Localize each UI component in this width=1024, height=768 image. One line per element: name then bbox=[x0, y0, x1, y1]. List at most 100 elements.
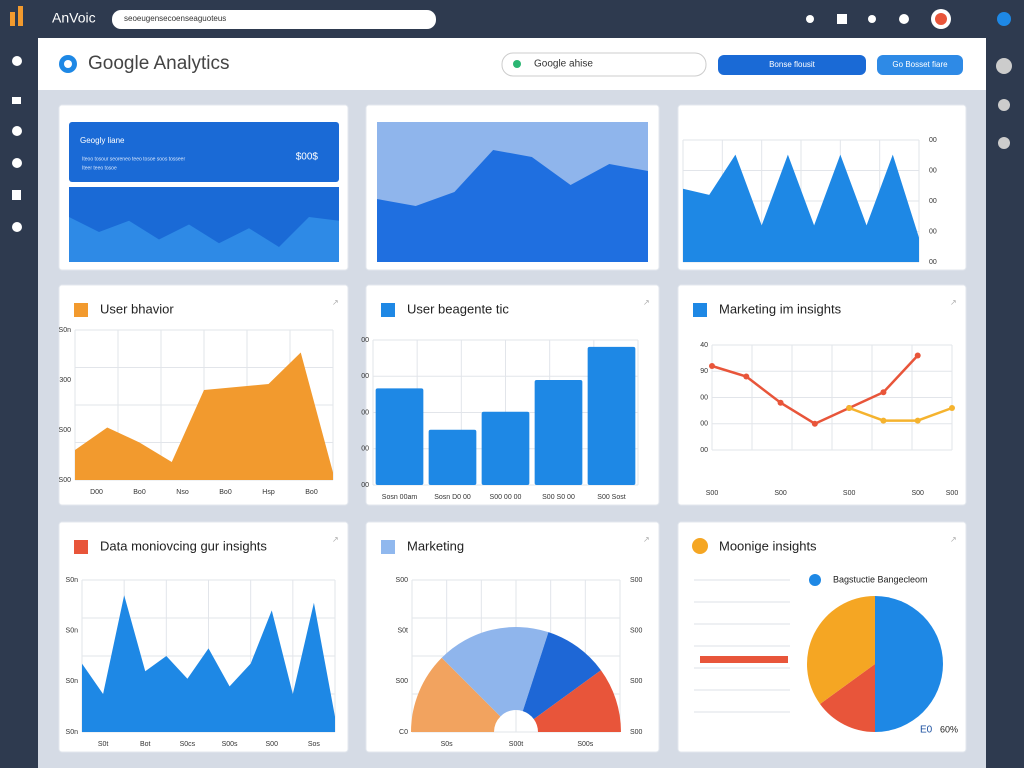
y-tick-label: 90 bbox=[700, 368, 708, 375]
x-tick-label: Nso bbox=[176, 489, 189, 496]
y-tick-label: 00 bbox=[700, 421, 708, 428]
y-tick-label: 00 bbox=[700, 394, 708, 401]
icon[interactable] bbox=[12, 190, 21, 200]
kpi-title: Geogly liane bbox=[80, 136, 125, 145]
icon[interactable] bbox=[998, 99, 1010, 111]
y-tick-label: S00 bbox=[630, 678, 643, 685]
expand-icon: ↗ bbox=[332, 535, 339, 544]
avatar bbox=[935, 13, 947, 25]
area bbox=[69, 217, 339, 262]
kpi-note: Iteer teeo tosoe bbox=[82, 165, 117, 171]
bar bbox=[481, 411, 530, 485]
expand-icon: ↗ bbox=[643, 298, 650, 307]
x-tick-label: S00t bbox=[509, 741, 523, 748]
y-tick-label: 00 bbox=[361, 409, 369, 416]
bar bbox=[428, 429, 477, 485]
icon[interactable] bbox=[868, 15, 876, 23]
y-tick-label: S0n bbox=[66, 628, 79, 635]
y-tick-label: 00 bbox=[929, 167, 937, 174]
icon[interactable] bbox=[12, 97, 21, 104]
x-tick-label: S0s bbox=[441, 741, 454, 748]
icon[interactable] bbox=[837, 14, 847, 24]
x-tick-label: Sosn D0 00 bbox=[434, 494, 471, 501]
header-title: Google Analytics bbox=[88, 53, 230, 74]
x-tick-label: S00 bbox=[706, 490, 719, 497]
kpi-box bbox=[69, 122, 339, 182]
logo bbox=[18, 6, 23, 26]
legend-dot bbox=[809, 574, 821, 586]
x-tick-label: Bot bbox=[140, 741, 151, 748]
point bbox=[709, 363, 715, 369]
point bbox=[914, 352, 921, 359]
icon[interactable] bbox=[996, 58, 1012, 74]
area bbox=[683, 154, 919, 262]
left-sidebar bbox=[0, 0, 38, 768]
title-icon bbox=[74, 540, 88, 554]
expand-icon: ↗ bbox=[643, 535, 650, 544]
icon[interactable] bbox=[12, 158, 22, 168]
donut-segment bbox=[411, 657, 501, 732]
title-icon bbox=[692, 538, 708, 554]
title-icon bbox=[693, 303, 707, 317]
pie-slice bbox=[806, 596, 875, 704]
y-tick-label: S00 bbox=[59, 477, 72, 484]
card-title: User beagente tic bbox=[407, 301, 509, 316]
kpi-value: $00$ bbox=[296, 152, 319, 163]
point bbox=[743, 373, 750, 380]
y-tick-label: 00 bbox=[700, 447, 708, 454]
card-title: Moonige insights bbox=[719, 538, 817, 553]
y-tick-label: 00 bbox=[929, 259, 937, 266]
x-tick-label: Bo0 bbox=[305, 489, 318, 496]
x-tick-label: S00s bbox=[577, 741, 593, 748]
x-tick-label: S0t bbox=[98, 741, 109, 748]
y-tick-label: 00 bbox=[361, 373, 369, 380]
pie-slice bbox=[819, 664, 875, 732]
point bbox=[880, 417, 887, 424]
card bbox=[677, 284, 967, 506]
right-sidebar bbox=[986, 0, 1024, 768]
card-title: User bhavior bbox=[100, 301, 174, 316]
y-tick-label: S00 bbox=[630, 729, 643, 736]
point bbox=[846, 405, 853, 411]
icon[interactable] bbox=[899, 14, 909, 24]
x-tick-label: S00 00 00 bbox=[490, 494, 522, 501]
icon[interactable] bbox=[997, 12, 1011, 26]
side-icons[interactable] bbox=[12, 12, 1012, 232]
point bbox=[880, 389, 887, 396]
icon[interactable] bbox=[806, 15, 814, 23]
x-tick-label: S0cs bbox=[180, 741, 196, 748]
icon[interactable] bbox=[12, 222, 22, 232]
kpi-note: Iteoo tosour seoreneo teeo tosoe soos to… bbox=[82, 156, 185, 162]
button-text: Bonse flousit bbox=[769, 60, 816, 69]
expand-icon: ↗ bbox=[950, 535, 957, 544]
area bbox=[377, 150, 648, 262]
x-tick-label: S00 bbox=[911, 490, 924, 497]
y-tick-label: 300 bbox=[59, 377, 71, 384]
button[interactable] bbox=[718, 55, 866, 75]
x-tick-label: Sos bbox=[308, 741, 321, 748]
donut-segment bbox=[441, 627, 549, 717]
search-box[interactable] bbox=[112, 10, 436, 29]
x-tick-label: S00 S0 00 bbox=[542, 494, 575, 501]
icon[interactable] bbox=[12, 126, 22, 136]
expand-icon: ↗ bbox=[332, 298, 339, 307]
point bbox=[811, 420, 818, 427]
title-icon bbox=[74, 303, 88, 317]
area bbox=[75, 352, 333, 480]
button[interactable] bbox=[877, 55, 963, 75]
y-tick-label: S00 bbox=[396, 678, 409, 685]
pill-dot bbox=[513, 60, 521, 68]
top-icons[interactable] bbox=[806, 14, 909, 24]
icon[interactable] bbox=[998, 137, 1010, 149]
pill[interactable] bbox=[501, 52, 707, 77]
x-tick-label: S00s bbox=[222, 741, 238, 748]
y-tick-label: S0n bbox=[66, 678, 79, 685]
kpi-value: 60% bbox=[940, 724, 958, 734]
card-title: Data moniovcing gur insights bbox=[100, 538, 267, 553]
icon[interactable] bbox=[12, 56, 22, 66]
search-text: seoeugensecoenseaguoteus bbox=[124, 14, 226, 23]
x-tick-label: Sosn 00am bbox=[382, 494, 418, 501]
expand-icon: ↗ bbox=[950, 298, 957, 307]
logo bbox=[10, 12, 15, 26]
